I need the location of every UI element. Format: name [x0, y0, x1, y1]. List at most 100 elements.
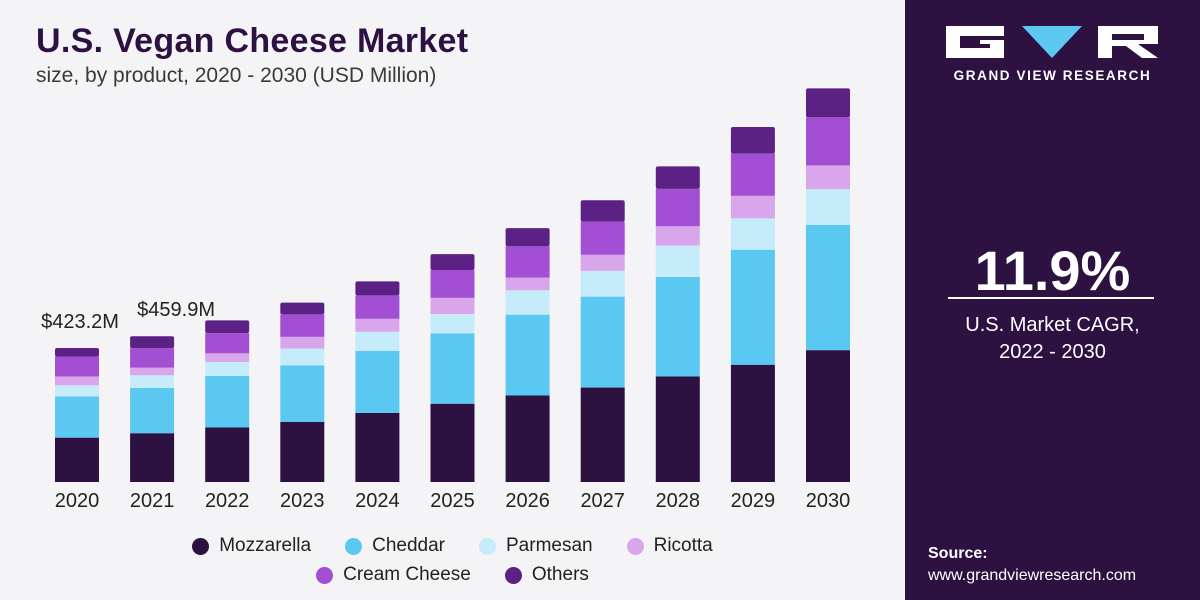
- x-tick-label-2023: 2023: [280, 490, 325, 512]
- bar-2029-ricotta: [730, 195, 775, 219]
- bar-2025-parmesan: [430, 314, 475, 334]
- bar-2025-ricotta: [430, 297, 475, 315]
- bar-2020-others: [55, 347, 99, 357]
- bar-2020-cream-cheese: [55, 356, 99, 377]
- bar-2021-mozzarella: [130, 433, 175, 482]
- bar-2027-mozzarella: [580, 387, 625, 482]
- brand-name: GRAND VIEW RESEARCH: [953, 68, 1152, 83]
- bar-2026-others: [505, 228, 550, 247]
- bar-2026-ricotta: [505, 277, 550, 291]
- bar-2029-cheddar: [730, 249, 775, 365]
- x-tick-label-2029: 2029: [731, 490, 776, 512]
- cagr-label: U.S. Market CAGR, 2022 - 2030: [905, 312, 1200, 366]
- bar-2027-others: [580, 200, 625, 222]
- bar-2030-others: [806, 88, 850, 118]
- bar-2029-others: [730, 127, 775, 154]
- bar-2024-ricotta: [355, 318, 400, 332]
- legend-row-2: Cream Cheese Others: [0, 564, 905, 586]
- bar-2020-mozzarella: [55, 437, 99, 482]
- bar-2023-parmesan: [280, 348, 325, 366]
- legend-item-ricotta: Ricotta: [626, 535, 713, 557]
- x-tick-label-2025: 2025: [430, 490, 475, 512]
- bar-2030-parmesan: [806, 189, 850, 225]
- bar-2023-mozzarella: [280, 421, 325, 482]
- legend-label-parmesan: Parmesan: [506, 535, 593, 556]
- bar-2023-ricotta: [280, 336, 325, 349]
- source-label: Source:: [928, 545, 988, 562]
- bar-2030-cheddar: [806, 224, 850, 351]
- cagr-divider: [948, 297, 1154, 299]
- data-label-2021: $459.9M: [137, 299, 215, 321]
- x-tick-label-2028: 2028: [656, 490, 701, 512]
- bar-2021-ricotta: [130, 367, 175, 376]
- legend-label-mozzarella: Mozzarella: [219, 535, 312, 556]
- legend-label-cheddar: Cheddar: [372, 535, 445, 556]
- x-tick-label-2026: 2026: [505, 490, 550, 512]
- legend-item-parmesan: Parmesan: [479, 535, 593, 557]
- cagr-value: 11.9%: [974, 239, 1131, 302]
- legend-row-1: Mozzarella Cheddar Parmesan Ricotta: [0, 535, 905, 557]
- bar-2024-cream-cheese: [355, 295, 400, 319]
- bar-2027-parmesan: [580, 270, 625, 297]
- bar-2027-ricotta: [580, 254, 625, 271]
- legend-swatch-mozzarella: [192, 537, 210, 555]
- bar-2028-cream-cheese: [655, 188, 700, 227]
- bar-2022-mozzarella: [205, 427, 250, 482]
- bar-2021-cheddar: [130, 387, 175, 434]
- legend-item-mozzarella: Mozzarella: [192, 535, 311, 557]
- bar-2024-others: [355, 281, 400, 296]
- legend-swatch-cheddar: [345, 537, 363, 555]
- legend-label-cream-cheese: Cream Cheese: [343, 564, 471, 585]
- x-tick-label-2030: 2030: [806, 490, 851, 512]
- stat-panel: [905, 0, 1200, 600]
- bar-2028-ricotta: [655, 226, 700, 246]
- bar-2020-cheddar: [55, 396, 99, 438]
- bar-2022-cheddar: [205, 375, 250, 428]
- bar-2029-mozzarella: [730, 364, 775, 482]
- cagr-label-line-2: 2022 - 2030: [999, 341, 1106, 363]
- stacked-bar-chart: 2020 $423.2M 2021 $459.9M 2022 2023 2024 2025 20…: [41, 88, 851, 512]
- bar-2021-others: [130, 336, 175, 349]
- bar-2021-parmesan: [130, 375, 175, 388]
- legend-item-cheddar: Cheddar: [345, 535, 445, 557]
- chart-title: U.S. Vegan Cheese Market: [36, 22, 469, 60]
- bar-2026-parmesan: [505, 290, 550, 315]
- bar-2024-parmesan: [355, 331, 400, 351]
- data-label-2020: $423.2M: [41, 311, 119, 333]
- bar-2021-cream-cheese: [130, 348, 175, 368]
- bar-2022-cream-cheese: [205, 333, 250, 354]
- bar-2026-cheddar: [505, 314, 550, 396]
- bar-2026-cream-cheese: [505, 246, 550, 278]
- bar-2028-cheddar: [655, 276, 700, 377]
- bar-2025-mozzarella: [430, 403, 475, 482]
- bar-2022-ricotta: [205, 353, 250, 362]
- bar-2028-parmesan: [655, 245, 700, 277]
- bar-2028-others: [655, 166, 700, 189]
- legend-item-others: Others: [504, 564, 589, 586]
- bar-2029-cream-cheese: [730, 153, 775, 196]
- legend-swatch-others: [504, 566, 522, 584]
- source-url[interactable]: www.grandviewresearch.com: [928, 567, 1137, 584]
- bar-2025-cheddar: [430, 333, 475, 404]
- cagr-label-line-1: U.S. Market CAGR,: [965, 314, 1140, 336]
- x-tick-label-2027: 2027: [580, 490, 625, 512]
- legend-label-others: Others: [531, 564, 589, 585]
- bar-2027-cheddar: [580, 296, 625, 388]
- bar-2025-cream-cheese: [430, 269, 475, 298]
- bar-2022-others: [205, 320, 250, 334]
- bar-2022-parmesan: [205, 361, 250, 376]
- bar-2020-parmesan: [55, 385, 99, 397]
- bar-2024-mozzarella: [355, 412, 400, 482]
- bar-2029-parmesan: [730, 218, 775, 250]
- x-tick-label-2022: 2022: [205, 490, 250, 512]
- bar-2026-mozzarella: [505, 395, 550, 482]
- legend-swatch-cream-cheese: [316, 566, 334, 584]
- bar-2020-ricotta: [55, 376, 99, 386]
- bar-2030-ricotta: [806, 165, 850, 190]
- bar-2028-mozzarella: [655, 376, 700, 482]
- legend-swatch-ricotta: [626, 537, 644, 555]
- gvr-logo-icon: [946, 26, 1158, 58]
- bar-2023-others: [280, 302, 325, 315]
- x-tick-label-2024: 2024: [355, 490, 400, 512]
- legend-label-ricotta: Ricotta: [653, 535, 713, 556]
